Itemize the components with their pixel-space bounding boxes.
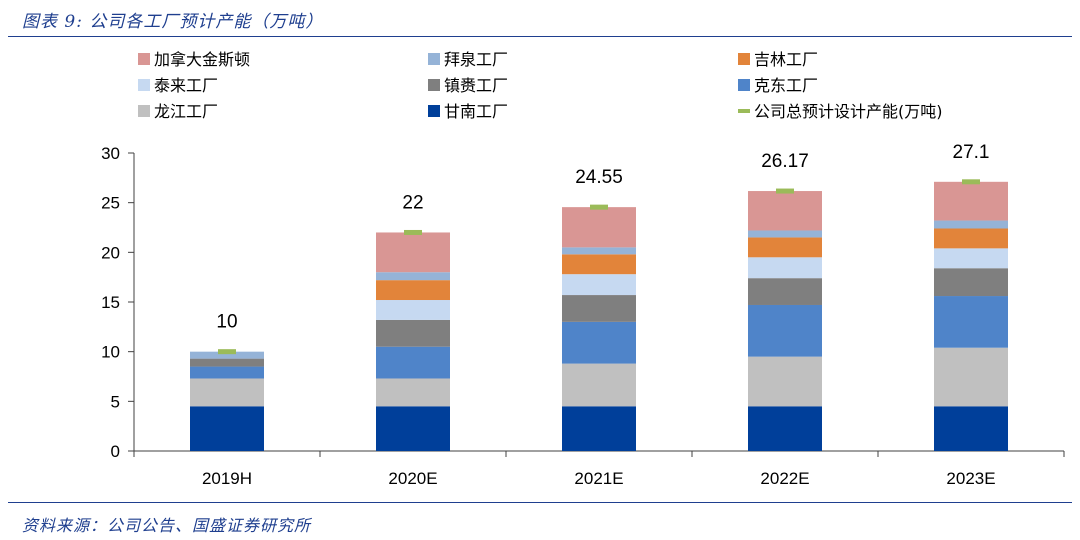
- y-tick-label: 5: [111, 392, 120, 411]
- bar-segment: [190, 366, 264, 379]
- bar-segment: [748, 304, 822, 357]
- legend-label: 公司总预计设计产能(万吨): [754, 102, 943, 121]
- x-tick-label: 2021E: [574, 469, 623, 488]
- bar-segment: [934, 220, 1008, 229]
- bar-segment: [562, 254, 636, 275]
- bar-segment: [934, 406, 1008, 451]
- x-tick-label: 2022E: [760, 469, 809, 488]
- bar-segment: [376, 319, 450, 347]
- legend-swatch: [138, 53, 150, 65]
- bar-segment: [376, 300, 450, 320]
- x-tick-label: 2019H: [202, 469, 252, 488]
- legend-swatch-total: [738, 109, 750, 113]
- bar-segment: [562, 247, 636, 255]
- bottom-rule: [8, 502, 1072, 503]
- legend-label: 克东工厂: [754, 76, 818, 95]
- bar-segment: [562, 406, 636, 451]
- bar-segment: [190, 358, 264, 367]
- legend-swatch: [738, 53, 750, 65]
- bar-segment: [376, 232, 450, 273]
- legend-label: 镇赉工厂: [444, 76, 508, 95]
- top-rule: [8, 36, 1072, 37]
- legend-swatch: [138, 105, 150, 117]
- y-tick-label: 15: [101, 293, 120, 312]
- y-tick-label: 0: [111, 442, 120, 461]
- legend-swatch: [738, 79, 750, 91]
- bar-segment: [190, 378, 264, 407]
- bar-segment: [562, 295, 636, 322]
- legend-swatch: [428, 53, 440, 65]
- bar-segment: [934, 296, 1008, 348]
- legend-label: 加拿大金斯顿: [154, 50, 250, 69]
- figure-title: 图表 9: 公司各工厂预计产能（万吨）: [22, 12, 324, 32]
- bar-segment: [934, 248, 1008, 269]
- y-tick-label: 30: [101, 144, 120, 163]
- y-tick-label: 20: [101, 243, 120, 262]
- bar-segment: [562, 363, 636, 407]
- bar-segment: [190, 406, 264, 451]
- legend-label: 吉林工厂: [754, 50, 818, 69]
- bar-segment: [376, 346, 450, 379]
- bar-segment: [562, 274, 636, 296]
- bar-segment: [748, 406, 822, 451]
- legend-label: 拜泉工厂: [444, 50, 508, 69]
- bar-segment: [934, 228, 1008, 249]
- legend-label: 泰来工厂: [154, 76, 218, 95]
- legend-label: 甘南工厂: [444, 102, 508, 121]
- bar-segment: [562, 207, 636, 248]
- bar-segment: [376, 378, 450, 407]
- total-label: 26.17: [761, 151, 809, 172]
- x-tick-label: 2023E: [946, 469, 995, 488]
- x-tick-label: 2020E: [388, 469, 437, 488]
- bar-segment: [376, 406, 450, 451]
- total-label: 22: [402, 192, 423, 213]
- y-tick-label: 25: [101, 194, 120, 213]
- total-marker: [404, 229, 422, 235]
- bar-segment: [748, 356, 822, 407]
- source-note: 资料来源：公司公告、国盛证券研究所: [22, 516, 312, 535]
- total-marker: [962, 179, 980, 185]
- bar-segment: [376, 272, 450, 281]
- bar-segment: [748, 237, 822, 258]
- bar-segment: [562, 321, 636, 364]
- legend-swatch: [428, 105, 440, 117]
- bar-segment: [376, 280, 450, 301]
- legend-swatch: [138, 79, 150, 91]
- bar-segment: [748, 257, 822, 279]
- total-marker: [218, 349, 236, 355]
- bar-segment: [934, 181, 1008, 221]
- total-marker: [590, 204, 608, 210]
- legend-swatch: [428, 79, 440, 91]
- legend-label: 龙江工厂: [154, 102, 218, 121]
- total-label: 24.55: [575, 167, 623, 188]
- bar-segment: [748, 191, 822, 231]
- bar-segment: [934, 347, 1008, 407]
- bar-segment: [934, 268, 1008, 297]
- total-label: 27.1: [953, 142, 990, 163]
- bar-segment: [748, 230, 822, 238]
- y-tick-label: 10: [101, 343, 120, 362]
- bar-segment: [190, 351, 264, 359]
- total-marker: [776, 188, 794, 194]
- total-label: 10: [216, 312, 237, 333]
- bar-segment: [748, 278, 822, 305]
